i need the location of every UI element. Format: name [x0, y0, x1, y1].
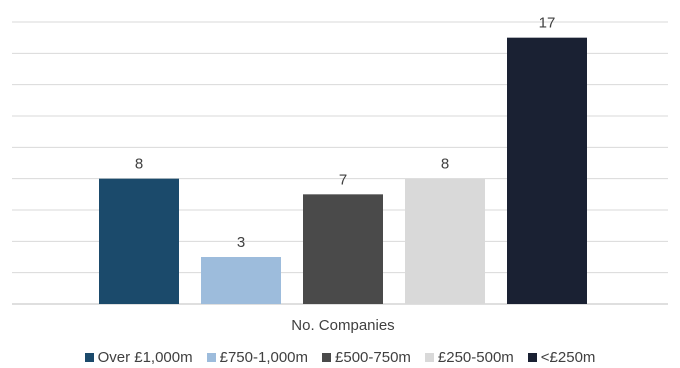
legend-swatch — [206, 352, 216, 362]
data-label-2: 7 — [339, 171, 347, 188]
legend-label: £250-500m — [437, 348, 514, 366]
bar-0 — [99, 178, 179, 304]
legend-label: Over £1,000m — [97, 348, 193, 366]
chart-plot: 8 3 7 8 17 No. Companies — [12, 15, 668, 334]
data-label-4: 17 — [539, 15, 556, 32]
bar-1 — [201, 257, 281, 304]
legend-swatch — [322, 352, 332, 362]
data-label-3: 8 — [441, 156, 449, 173]
legend: Over £1,000m £750-1,000m £500-750m £250-500… — [0, 346, 680, 368]
bar-3 — [405, 178, 485, 304]
legend-label: £750-1,000m — [219, 348, 309, 366]
category-axis-label: No. Companies — [291, 317, 394, 334]
data-labels: 8 3 7 8 17 — [135, 15, 556, 251]
legend-item-3: £250-500m — [424, 348, 514, 366]
legend-item-2: £500-750m — [322, 349, 411, 366]
bars — [99, 37, 587, 305]
legend-label: £500-750m — [335, 348, 411, 366]
bar-2 — [303, 194, 383, 304]
legend-item-0: Over £1,000m — [84, 348, 193, 366]
legend-swatch — [84, 352, 94, 362]
legend-swatch — [527, 352, 537, 362]
bar-4 — [507, 37, 587, 305]
legend-item-1: £750-1,000m — [206, 348, 309, 366]
legend-swatch — [424, 352, 434, 362]
data-label-0: 8 — [135, 156, 143, 173]
legend-label: <£250m — [540, 348, 596, 366]
legend-item-4: <£250m — [527, 348, 596, 366]
data-label-1: 3 — [237, 234, 245, 251]
